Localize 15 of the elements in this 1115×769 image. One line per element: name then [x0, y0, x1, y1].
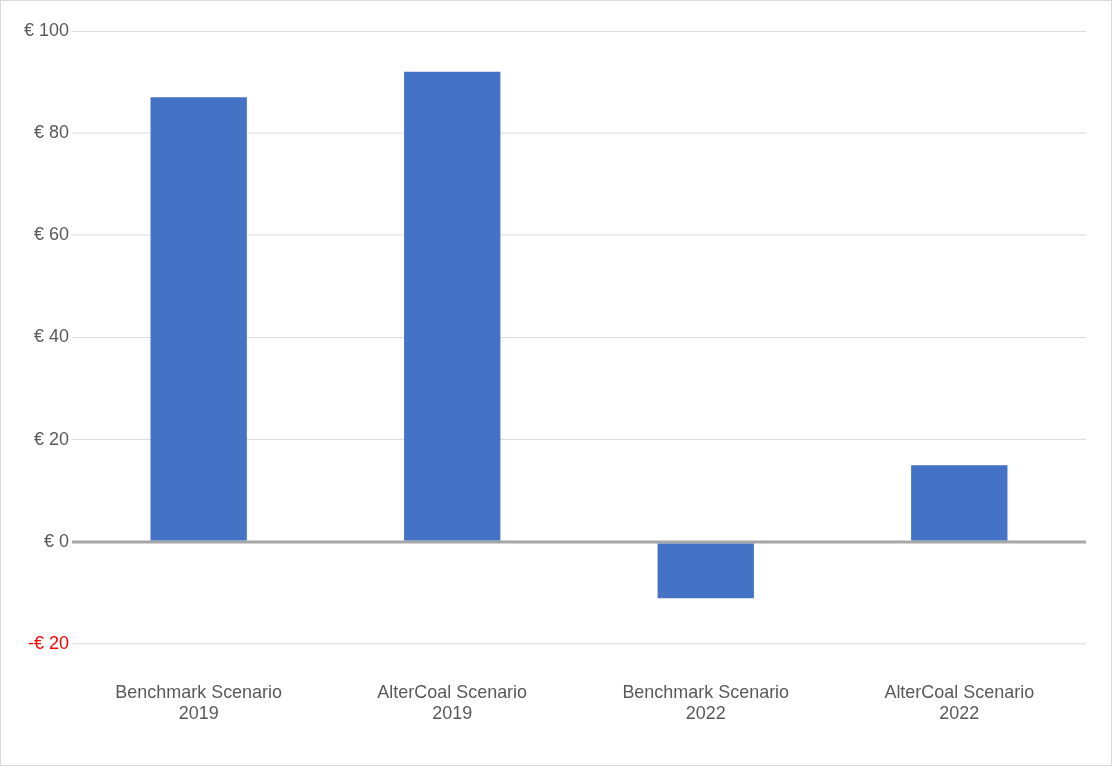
y-tick-label: € 40: [33, 326, 69, 347]
y-tick-label: € 80: [33, 122, 69, 143]
x-tick-label: Benchmark Scenario 2022: [622, 681, 790, 724]
x-tick-label: Benchmark Scenario 2019: [115, 681, 283, 724]
bar: [150, 97, 247, 541]
bar: [911, 465, 1008, 541]
bar: [404, 71, 501, 541]
y-tick-label: € 0: [43, 530, 69, 551]
y-tick-label: -€ 20: [27, 633, 69, 654]
y-tick-label: € 60: [33, 224, 69, 245]
x-tick-label: AlterCoal Scenario 2019: [377, 681, 528, 724]
bar: [657, 543, 754, 599]
y-tick-label: € 100: [23, 19, 69, 40]
y-tick-label: € 20: [33, 428, 69, 449]
x-tick-label: AlterCoal Scenario 2022: [884, 681, 1035, 724]
